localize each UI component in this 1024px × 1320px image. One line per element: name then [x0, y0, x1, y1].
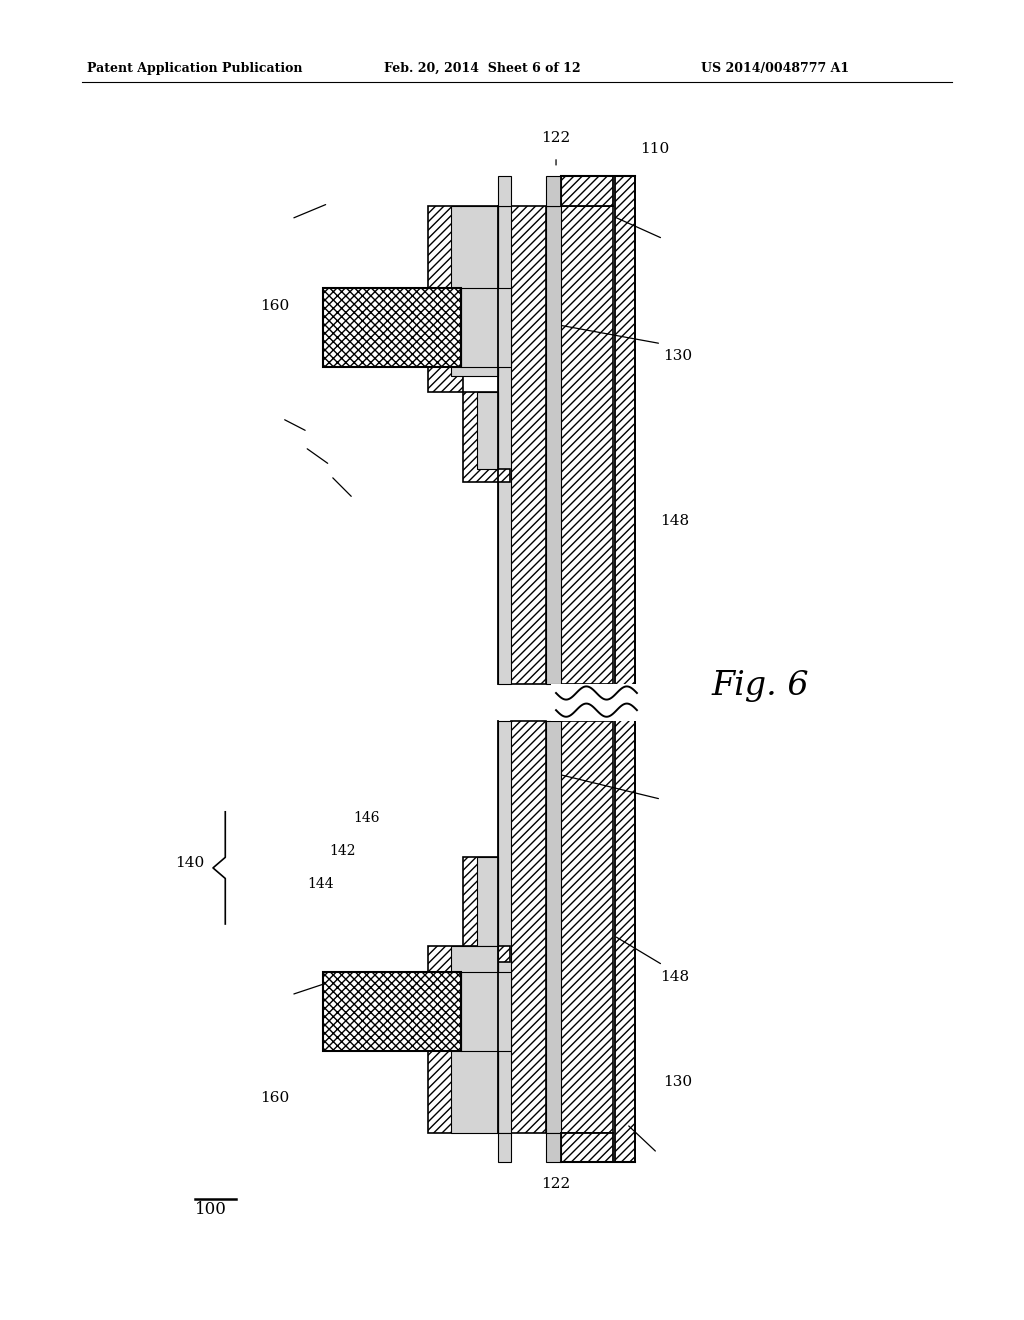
Text: 160: 160 [260, 300, 290, 313]
Bar [323, 288, 461, 367]
Bar [498, 176, 511, 206]
Polygon shape [477, 392, 498, 469]
Text: 148: 148 [660, 515, 689, 528]
Text: 122: 122 [542, 131, 570, 145]
Text: 160: 160 [260, 1092, 290, 1105]
Text: 110: 110 [640, 141, 670, 156]
Polygon shape [451, 946, 498, 1133]
Bar [511, 721, 546, 1133]
Text: 144: 144 [307, 878, 334, 891]
Bar [498, 206, 511, 684]
Bar [323, 972, 461, 1051]
Bar [561, 721, 613, 1133]
Polygon shape [428, 206, 498, 392]
Text: 130: 130 [664, 350, 692, 363]
Bar [615, 176, 635, 1162]
Bar [561, 1133, 613, 1162]
Bar [461, 288, 511, 367]
Text: 146: 146 [353, 812, 380, 825]
Text: 130: 130 [664, 1076, 692, 1089]
Bar [551, 684, 645, 721]
Bar [546, 721, 561, 1133]
Polygon shape [451, 206, 498, 376]
Bar [546, 1133, 561, 1162]
Text: 148: 148 [660, 970, 689, 983]
Bar [511, 206, 546, 684]
Bar [546, 176, 561, 206]
Text: 142: 142 [330, 845, 356, 858]
Text: Patent Application Publication: Patent Application Publication [87, 62, 302, 75]
Bar [461, 972, 511, 1051]
Polygon shape [463, 392, 510, 482]
Polygon shape [428, 946, 498, 1133]
Bar [561, 176, 613, 206]
Polygon shape [463, 857, 510, 962]
Polygon shape [477, 857, 498, 946]
Bar [561, 206, 613, 684]
Bar [498, 721, 511, 1133]
Text: Fig. 6: Fig. 6 [712, 671, 809, 702]
Text: 140: 140 [175, 857, 205, 870]
Bar [498, 1133, 511, 1162]
Text: 122: 122 [542, 1177, 570, 1192]
Text: 100: 100 [195, 1201, 226, 1218]
Text: Feb. 20, 2014  Sheet 6 of 12: Feb. 20, 2014 Sheet 6 of 12 [384, 62, 581, 75]
Text: US 2014/0048777 A1: US 2014/0048777 A1 [701, 62, 850, 75]
Bar [546, 206, 561, 684]
